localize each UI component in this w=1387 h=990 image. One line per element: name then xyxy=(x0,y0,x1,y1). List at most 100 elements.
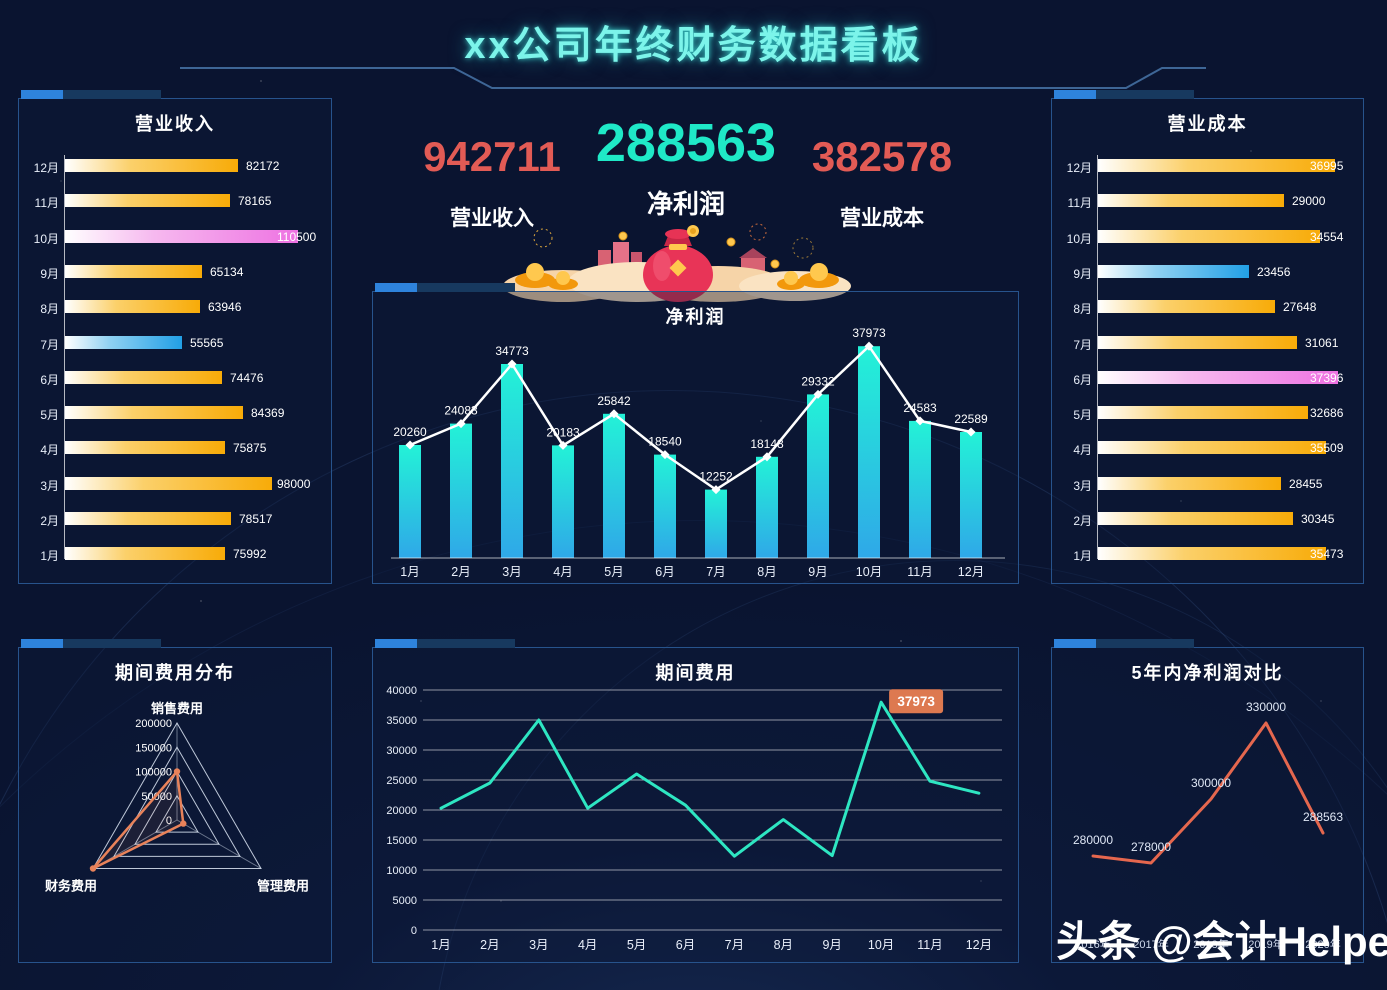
axis-label: 9月 xyxy=(40,266,59,281)
bar-2月[interactable] xyxy=(1098,512,1293,525)
panel-corner-accent xyxy=(375,639,417,648)
bar-9月[interactable] xyxy=(807,394,829,558)
value-label: 55565 xyxy=(190,335,224,350)
value-label: 82172 xyxy=(246,159,280,173)
panel-title: 净利润 xyxy=(665,307,726,327)
value-label: 98000 xyxy=(277,476,311,491)
bar-6月[interactable] xyxy=(65,370,222,384)
bar-1月[interactable] xyxy=(399,445,421,558)
bar-2月[interactable] xyxy=(65,512,231,525)
five-year-line[interactable] xyxy=(1091,721,1325,865)
y-tick-label: 30000 xyxy=(386,745,417,757)
panel-operating-cost: 营业成本 12月 36995 11月 29000 10月 34554 9月 23456 8月 27… xyxy=(1051,90,1364,584)
axis-label: 10月 xyxy=(1066,231,1092,246)
value-label: 278000 xyxy=(1131,840,1171,854)
bar-5月[interactable] xyxy=(65,406,243,420)
kpi-net-profit-label: 净利润 xyxy=(646,189,725,219)
value-label: 18540 xyxy=(648,435,682,449)
value-label: 22589 xyxy=(954,412,988,426)
axis-label: 8月 xyxy=(40,302,59,317)
value-label: 20260 xyxy=(393,425,427,439)
panel-expense-radar: 期间费用分布 050000100000150000200000销售费用管理费用财… xyxy=(18,639,332,963)
data-point[interactable] xyxy=(89,865,97,872)
axis-label: 4月 xyxy=(578,938,597,952)
bar-6月[interactable] xyxy=(1098,370,1338,384)
bar-12月[interactable] xyxy=(960,432,982,558)
kpi-cost-label: 营业成本 xyxy=(840,207,924,230)
data-point[interactable] xyxy=(180,820,187,827)
expense-line[interactable] xyxy=(439,700,981,858)
bar-1月[interactable] xyxy=(1098,547,1326,561)
axis-label: 12月 xyxy=(966,938,992,952)
bar-7月[interactable] xyxy=(705,489,727,558)
axis-label: 1月 xyxy=(1073,549,1092,564)
value-label: 75875 xyxy=(233,441,267,456)
bar-10月[interactable] xyxy=(65,229,298,243)
bar-9月[interactable] xyxy=(1098,264,1249,278)
bar-4月[interactable] xyxy=(1098,441,1326,455)
axis-label: 5月 xyxy=(604,565,623,579)
panel-net-profit: 净利润 20260 1月 24083 2月 34773 3月 20183 4月 25842 5月 1… xyxy=(372,283,1019,584)
bar-8月[interactable] xyxy=(756,456,778,558)
radar-axis-label: 财务费用 xyxy=(45,879,97,894)
value-label: 35473 xyxy=(1310,547,1344,562)
bar-12月[interactable] xyxy=(1098,159,1335,172)
bar-3月[interactable] xyxy=(65,476,272,490)
axis-label: 4月 xyxy=(553,565,572,579)
radar-grid-ring xyxy=(134,770,220,845)
bar-8月[interactable] xyxy=(1098,300,1275,314)
axis-label: 7月 xyxy=(1073,337,1092,352)
radar-grid-ring xyxy=(155,794,199,833)
value-label: 34773 xyxy=(495,344,529,358)
bar-10月[interactable] xyxy=(1098,229,1320,243)
bar-4月[interactable] xyxy=(65,441,225,455)
bar-3月[interactable] xyxy=(1098,476,1281,490)
axis-label: 3月 xyxy=(1073,478,1092,493)
bar-7月[interactable] xyxy=(1098,335,1297,349)
bar-12月[interactable] xyxy=(65,159,238,172)
bar-8月[interactable] xyxy=(65,300,200,314)
axis-label: 2月 xyxy=(480,938,499,952)
bar-7月[interactable] xyxy=(65,335,182,349)
bar-3月[interactable] xyxy=(501,364,523,558)
kpi-net-profit: 288563 净利润 xyxy=(580,116,792,221)
bar-2月[interactable] xyxy=(450,423,472,558)
kpi-revenue: 942711 营业收入 xyxy=(382,136,602,232)
axis-label: 11月 xyxy=(1067,196,1092,211)
y-tick-label: 5000 xyxy=(393,895,417,907)
cost-bar-chart: 12月 36995 11月 29000 10月 34554 9月 23456 8月 27648 7月… xyxy=(1052,99,1363,583)
value-label: 37396 xyxy=(1310,370,1344,385)
bar-1月[interactable] xyxy=(65,547,225,561)
panel-5year-net-profit: 5年内净利润对比 280000 2016年 278000 2017年 300000 201… xyxy=(1051,639,1364,963)
y-tick-label: 15000 xyxy=(386,835,417,847)
axis-label: 6月 xyxy=(1073,372,1092,387)
bar-5月[interactable] xyxy=(603,413,625,558)
radar-data-polygon[interactable] xyxy=(91,770,185,870)
kpi-cost: 382578 营业成本 xyxy=(772,136,992,232)
bar-11月[interactable] xyxy=(65,194,230,208)
value-label: 31061 xyxy=(1305,335,1339,350)
axis-label: 2018年 xyxy=(1193,937,1228,951)
y-tick-label: 40000 xyxy=(386,685,417,697)
net-profit-line xyxy=(409,344,972,491)
value-label: 25842 xyxy=(597,394,631,408)
radar-scale-label: 200000 xyxy=(135,718,172,730)
radar-grid-ring xyxy=(92,721,262,869)
bar-9月[interactable] xyxy=(65,264,202,278)
bar-5月[interactable] xyxy=(1098,406,1308,420)
y-tick-label: 10000 xyxy=(386,865,417,877)
value-label: 23456 xyxy=(1257,264,1291,279)
panel-corner-accent-dark xyxy=(63,90,161,99)
value-label: 75992 xyxy=(233,547,267,562)
axis-label: 1月 xyxy=(40,549,59,564)
panel-corner-accent-dark xyxy=(417,639,515,648)
bar-10月[interactable] xyxy=(858,346,880,558)
axis-label: 12月 xyxy=(33,161,59,175)
bar-6月[interactable] xyxy=(654,454,676,558)
bar-4月[interactable] xyxy=(552,445,574,558)
bar-11月[interactable] xyxy=(1098,194,1284,208)
data-point[interactable] xyxy=(173,768,181,775)
value-label: 28455 xyxy=(1289,476,1323,491)
panel-corner-accent xyxy=(21,90,63,99)
bar-11月[interactable] xyxy=(909,420,931,558)
